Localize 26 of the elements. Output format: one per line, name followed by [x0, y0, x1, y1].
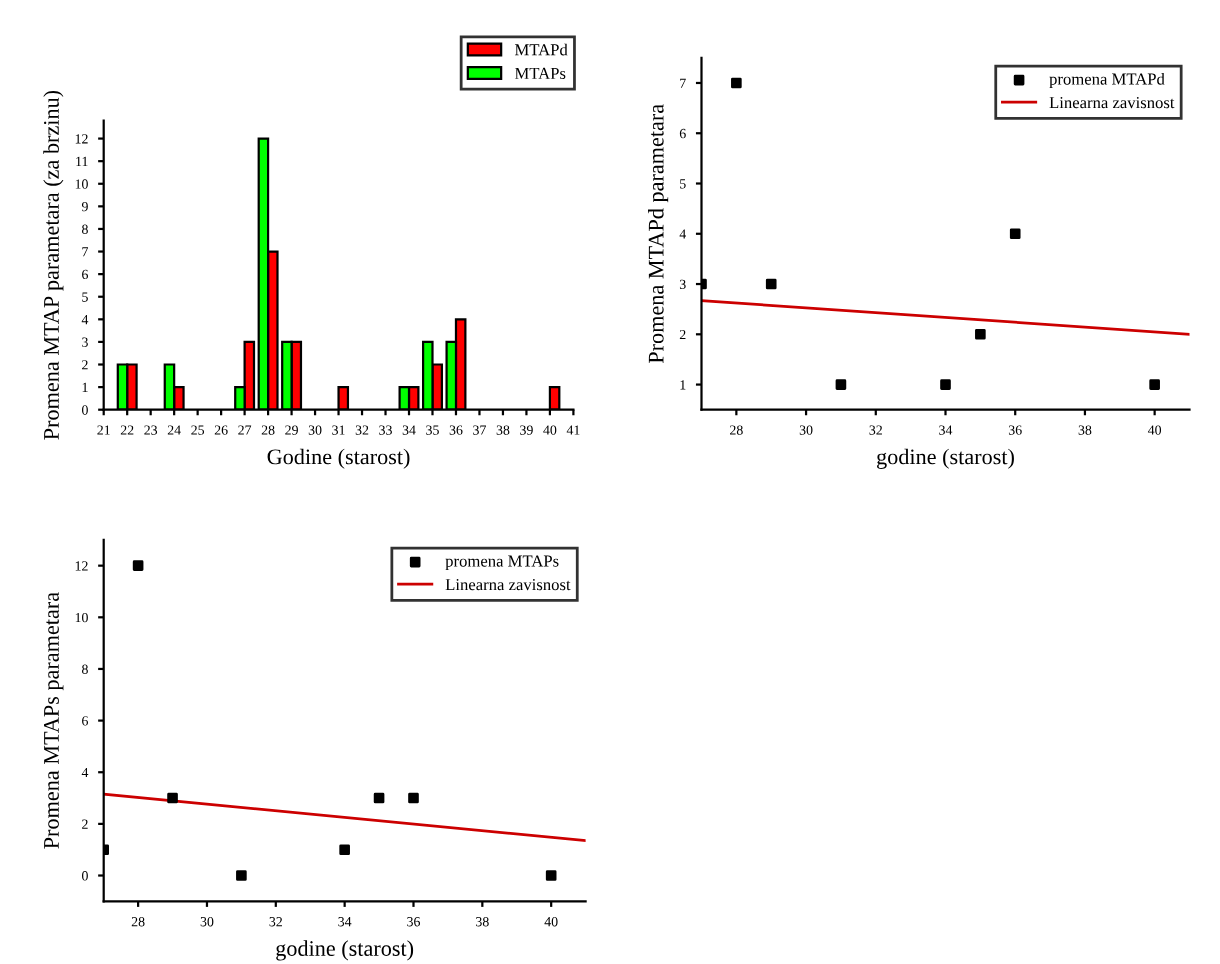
point [975, 328, 986, 340]
point [236, 870, 247, 881]
point [339, 844, 350, 856]
legend-label: Linearna zavisnost [1049, 97, 1175, 109]
legend-label: promena MTAPd [1049, 72, 1165, 89]
x-axis-title: godine (starost) [877, 448, 1014, 469]
y-axis-title: Promena MTAPd parametara [648, 104, 669, 364]
y-axis-title: Promena MTAPs parametara [44, 592, 64, 849]
point [1009, 228, 1021, 240]
point [408, 792, 419, 804]
point [1149, 379, 1160, 390]
point [373, 792, 385, 804]
point [835, 379, 847, 390]
legend-label: Linearna zavisnost [445, 579, 571, 591]
point [731, 77, 742, 89]
x-axis-title: godine (starost) [276, 940, 414, 961]
point [765, 278, 777, 290]
point [132, 560, 144, 571]
legend-label: MTAPs [514, 67, 566, 79]
legend-label: MTAPd [514, 43, 568, 56]
point [167, 792, 178, 804]
y-axis-title: Promena MTAP parametara (za brzinu) [43, 90, 64, 440]
x-axis-title: Godine (starost) [267, 448, 410, 469]
point [940, 379, 951, 390]
point [545, 870, 557, 881]
legend-label: promena MTAPs [445, 555, 559, 571]
